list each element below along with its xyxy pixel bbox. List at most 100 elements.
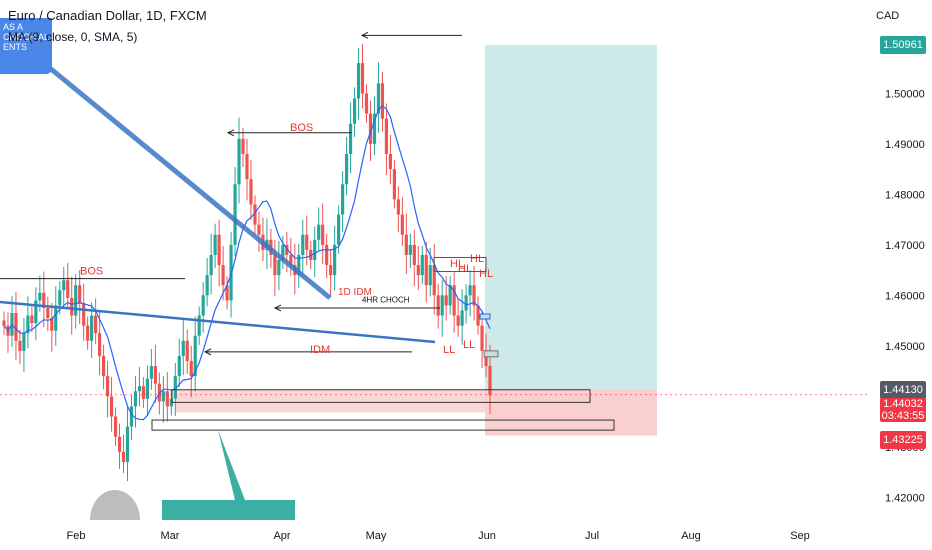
candle-body [452, 285, 456, 316]
candle-body [333, 244, 337, 276]
candle-body [484, 350, 488, 367]
hl-box [433, 256, 487, 272]
currency-label: CAD [876, 10, 900, 22]
candle-body [70, 297, 74, 316]
candle-body [153, 366, 157, 384]
x-tick-label: May [366, 530, 387, 542]
candle-body [460, 310, 464, 326]
candle-body [50, 318, 54, 331]
candle-body [468, 285, 472, 296]
candle-body [384, 118, 389, 154]
target-zone [485, 44, 657, 390]
annotation-label: HL [450, 258, 464, 270]
candle-body [98, 333, 102, 356]
candle-body [46, 307, 50, 319]
indicator-label[interactable]: MA (9, close, 0, SMA, 5) [8, 30, 138, 44]
note-callout[interactable]: AS A CHOCH AL ENTS [0, 18, 52, 74]
candle-body [225, 285, 229, 301]
annotation-label: LL [463, 339, 475, 351]
annotation-label: 1D IDM [338, 287, 372, 298]
annotation-label: LL [443, 344, 455, 356]
x-tick-label: Feb [67, 530, 86, 542]
candle-body [169, 398, 173, 407]
candle-body [58, 290, 62, 306]
callout-pointer [162, 430, 295, 520]
candle-body [313, 239, 317, 260]
candle-body [14, 313, 18, 341]
x-tick-label: Mar [161, 530, 180, 542]
chart-title[interactable]: Euro / Canadian Dollar, 1D, FXCM [8, 8, 207, 23]
candle-body [2, 320, 6, 326]
annotation-label: 4HR CHOCH [362, 295, 410, 304]
stop-zone [485, 389, 657, 436]
candle-body [177, 355, 181, 377]
annotation-label: HL [470, 253, 484, 265]
candle-body [416, 265, 420, 276]
candle-body [380, 83, 385, 119]
candle-body [86, 325, 90, 341]
y-tick-label: 1.50000 [885, 88, 925, 100]
candle-body [257, 224, 261, 235]
candle-body [34, 300, 38, 324]
candle-body [444, 295, 448, 306]
y-tick-label: 1.47000 [885, 240, 925, 252]
note-callout-text: AS A CHOCH AL ENTS [3, 22, 49, 52]
candle-body [360, 63, 365, 94]
candle-body [109, 396, 114, 417]
candle-body [448, 285, 452, 306]
candle-body [181, 340, 185, 356]
falling-trendline [38, 58, 332, 300]
candle-body [396, 199, 400, 215]
candle-body [456, 315, 460, 326]
candle-body [424, 254, 428, 286]
candle-body [301, 234, 305, 255]
candle-body [38, 292, 42, 301]
annotation-label: IDM [310, 344, 330, 356]
countdown-value: 03:43:55 [881, 409, 925, 422]
candle-body [241, 138, 245, 154]
candle-body [209, 254, 213, 276]
grey-marker [90, 490, 140, 520]
y-tick-label: 1.46000 [885, 290, 925, 302]
candle-body [392, 169, 396, 200]
candle-body [217, 234, 221, 266]
annotation-label: BOS [80, 266, 103, 278]
candle-body [78, 285, 82, 303]
last-close-tag: 1.44130 [880, 380, 926, 399]
demand-box-lower [151, 419, 615, 431]
x-tick-label: Jun [478, 530, 496, 542]
candle-body [129, 406, 134, 427]
candle-body [317, 224, 321, 240]
candle-body [321, 224, 325, 245]
candle-body [113, 416, 118, 437]
candle-body [420, 254, 424, 276]
candle-body [341, 184, 345, 215]
bos-arrow [226, 129, 235, 137]
candle-body [329, 265, 333, 276]
candle-body [193, 335, 197, 377]
stop-price-tag: 1.43225 [880, 431, 926, 450]
demand-box-upper [171, 389, 591, 403]
candle-body [137, 386, 142, 392]
candle-body [253, 204, 257, 225]
target-price-tag: 1.50961 [880, 35, 926, 54]
candle-body [237, 138, 241, 185]
time-axis[interactable]: Feb Mar Apr May Jun Jul Aug Sep [67, 530, 810, 542]
ma-polyline [3, 104, 491, 421]
support-trendline [0, 300, 436, 344]
candle-body [408, 244, 412, 255]
candle-body [432, 265, 436, 296]
candle-body [189, 360, 193, 377]
candle-body [90, 315, 94, 341]
candle-body [404, 234, 408, 255]
candle-body [337, 214, 341, 245]
candle-body [149, 366, 153, 379]
candle-body [400, 214, 404, 235]
moving-average-line [3, 104, 491, 421]
x-tick-label: Jul [585, 530, 599, 542]
current-price-value: 1.44032 [883, 397, 923, 410]
candle-body [480, 325, 484, 351]
x-tick-label: Apr [273, 530, 290, 542]
candle-body [364, 93, 369, 114]
